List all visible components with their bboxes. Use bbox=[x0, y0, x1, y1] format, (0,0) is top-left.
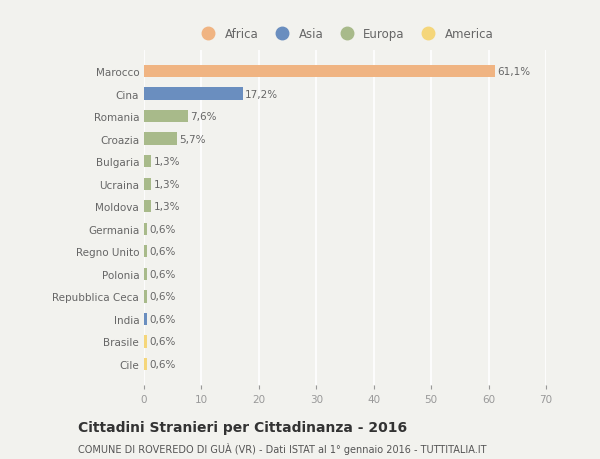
Bar bbox=[144, 223, 148, 235]
Bar bbox=[144, 156, 151, 168]
Bar bbox=[144, 246, 148, 258]
Bar bbox=[144, 268, 148, 280]
Bar bbox=[144, 66, 495, 78]
Text: COMUNE DI ROVEREDO DI GUÀ (VR) - Dati ISTAT al 1° gennaio 2016 - TUTTITALIA.IT: COMUNE DI ROVEREDO DI GUÀ (VR) - Dati IS… bbox=[78, 442, 487, 453]
Text: 1,3%: 1,3% bbox=[154, 179, 180, 189]
Text: 61,1%: 61,1% bbox=[497, 67, 530, 77]
Bar bbox=[144, 88, 243, 101]
Bar bbox=[144, 133, 177, 146]
Bar bbox=[144, 358, 148, 370]
Text: 0,6%: 0,6% bbox=[150, 359, 176, 369]
Bar bbox=[144, 313, 148, 325]
Text: 0,6%: 0,6% bbox=[150, 247, 176, 257]
Text: 17,2%: 17,2% bbox=[245, 90, 278, 99]
Bar bbox=[144, 291, 148, 303]
Text: 0,6%: 0,6% bbox=[150, 314, 176, 324]
Bar bbox=[144, 201, 151, 213]
Text: 0,6%: 0,6% bbox=[150, 224, 176, 234]
Text: Cittadini Stranieri per Cittadinanza - 2016: Cittadini Stranieri per Cittadinanza - 2… bbox=[78, 420, 407, 434]
Legend: Africa, Asia, Europa, America: Africa, Asia, Europa, America bbox=[191, 23, 499, 45]
Text: 7,6%: 7,6% bbox=[190, 112, 217, 122]
Text: 0,6%: 0,6% bbox=[150, 337, 176, 347]
Bar bbox=[144, 111, 188, 123]
Text: 1,3%: 1,3% bbox=[154, 202, 180, 212]
Text: 0,6%: 0,6% bbox=[150, 292, 176, 302]
Bar bbox=[144, 336, 148, 348]
Text: 5,7%: 5,7% bbox=[179, 134, 206, 144]
Bar bbox=[144, 178, 151, 190]
Text: 1,3%: 1,3% bbox=[154, 157, 180, 167]
Text: 0,6%: 0,6% bbox=[150, 269, 176, 279]
